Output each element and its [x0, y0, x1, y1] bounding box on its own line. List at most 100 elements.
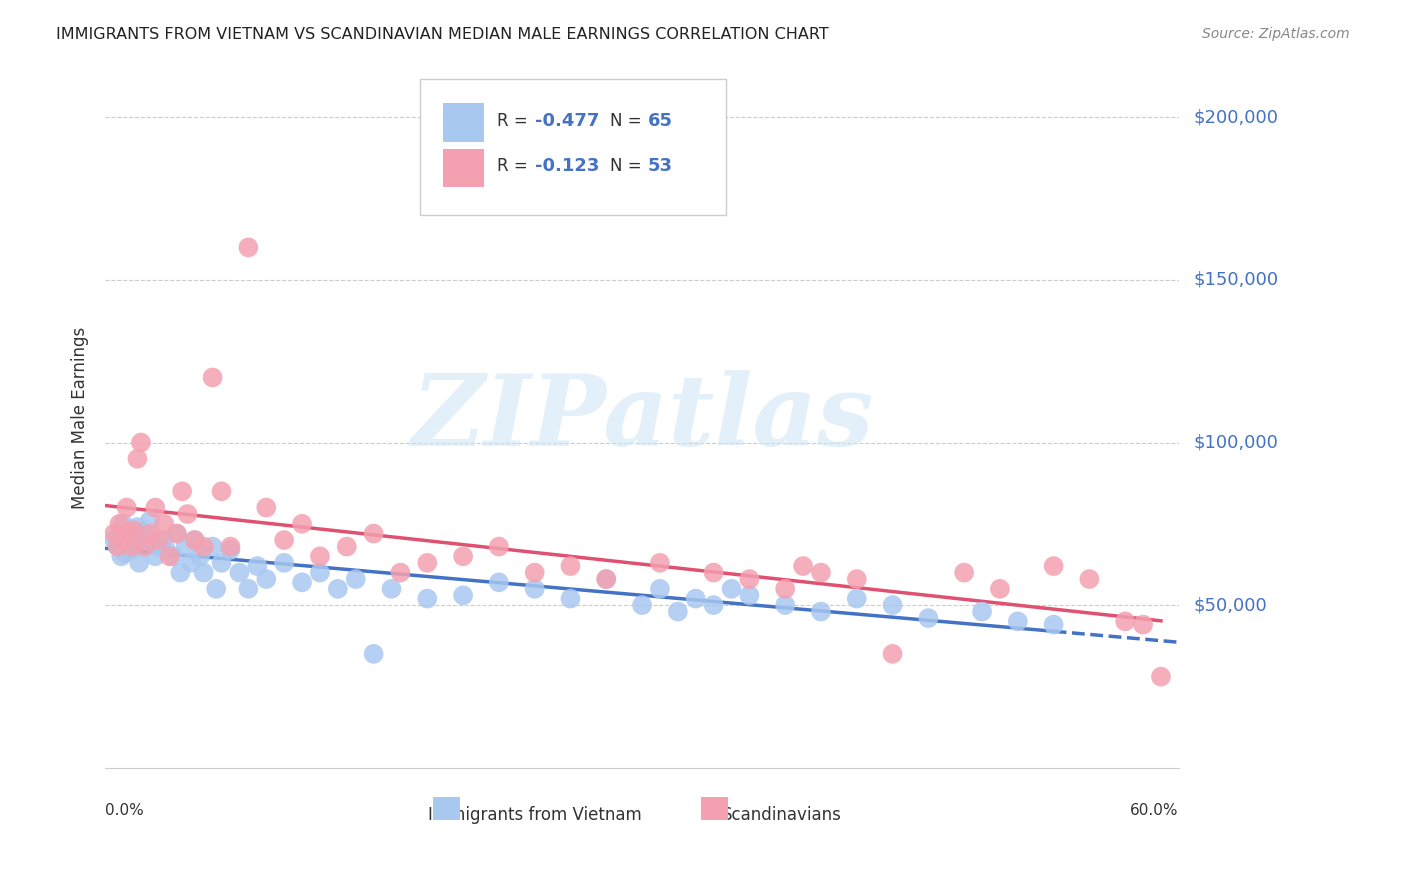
Point	[166, 526, 188, 541]
Point	[174, 540, 197, 554]
Point	[451, 549, 474, 564]
Point	[115, 536, 138, 550]
Point	[152, 533, 174, 547]
Point	[211, 484, 233, 499]
Point	[773, 582, 796, 596]
Point	[120, 542, 142, 557]
Point	[953, 566, 976, 580]
Point	[336, 540, 359, 554]
Point	[134, 526, 156, 541]
Text: 60.0%: 60.0%	[1130, 803, 1178, 818]
Point	[254, 500, 277, 515]
Point	[143, 549, 166, 564]
Text: -0.477: -0.477	[534, 112, 599, 130]
Point	[155, 542, 177, 557]
Point	[139, 526, 162, 541]
Point	[112, 516, 135, 531]
Point	[488, 540, 510, 554]
Point	[970, 605, 993, 619]
Point	[363, 647, 385, 661]
Text: 65: 65	[647, 112, 672, 130]
Point	[188, 549, 211, 564]
Point	[523, 582, 546, 596]
Point	[273, 556, 295, 570]
FancyBboxPatch shape	[420, 79, 725, 215]
Point	[112, 533, 135, 547]
Point	[176, 507, 198, 521]
Point	[219, 542, 242, 557]
Text: IMMIGRANTS FROM VIETNAM VS SCANDINAVIAN MEDIAN MALE EARNINGS CORRELATION CHART: IMMIGRANTS FROM VIETNAM VS SCANDINAVIAN …	[56, 27, 830, 42]
Point	[1114, 615, 1136, 629]
Point	[103, 533, 125, 547]
Point	[810, 566, 832, 580]
Point	[416, 556, 439, 570]
Point	[193, 566, 215, 580]
Point	[291, 575, 314, 590]
Point	[273, 533, 295, 547]
Point	[108, 516, 131, 531]
FancyBboxPatch shape	[443, 149, 484, 187]
Point	[148, 540, 170, 554]
Text: N =: N =	[610, 157, 647, 176]
Point	[143, 500, 166, 515]
Point	[183, 533, 205, 547]
Point	[127, 520, 149, 534]
Point	[238, 240, 260, 254]
Point	[882, 598, 904, 612]
Point	[172, 484, 194, 499]
Point	[142, 536, 165, 550]
Point	[115, 500, 138, 515]
Point	[129, 435, 152, 450]
Point	[560, 591, 582, 606]
Point	[122, 524, 145, 538]
Point	[389, 566, 412, 580]
Point	[326, 582, 349, 596]
Point	[703, 566, 725, 580]
Point	[121, 540, 143, 554]
Point	[845, 591, 868, 606]
Point	[488, 575, 510, 590]
Text: -0.123: -0.123	[534, 157, 599, 176]
Text: $150,000: $150,000	[1194, 271, 1278, 289]
FancyBboxPatch shape	[443, 103, 484, 142]
Text: ZIPatlas: ZIPatlas	[411, 370, 873, 467]
Point	[139, 514, 162, 528]
Point	[648, 582, 671, 596]
Point	[882, 647, 904, 661]
Point	[666, 605, 689, 619]
Point	[631, 598, 654, 612]
Text: R =: R =	[498, 157, 533, 176]
Point	[228, 566, 250, 580]
Text: $50,000: $50,000	[1194, 596, 1267, 614]
Point	[121, 524, 143, 538]
Point	[166, 526, 188, 541]
Point	[238, 582, 260, 596]
Point	[127, 451, 149, 466]
Point	[219, 540, 242, 554]
Point	[1042, 617, 1064, 632]
FancyBboxPatch shape	[702, 797, 728, 820]
Point	[1150, 670, 1173, 684]
Point	[134, 540, 156, 554]
Point	[344, 572, 367, 586]
Point	[810, 605, 832, 619]
Point	[1007, 615, 1029, 629]
Point	[162, 549, 184, 564]
Point	[773, 598, 796, 612]
Point	[648, 556, 671, 570]
Point	[201, 540, 224, 554]
Point	[103, 526, 125, 541]
Point	[845, 572, 868, 586]
Point	[738, 572, 761, 586]
Point	[720, 582, 742, 596]
Text: Scandinavians: Scandinavians	[721, 806, 842, 824]
Point	[117, 526, 139, 541]
Y-axis label: Median Male Earnings: Median Male Earnings	[72, 327, 89, 509]
Point	[792, 559, 814, 574]
Point	[1132, 617, 1154, 632]
Point	[416, 591, 439, 606]
Point	[107, 540, 129, 554]
Text: $100,000: $100,000	[1194, 434, 1278, 451]
Point	[122, 540, 145, 554]
FancyBboxPatch shape	[433, 797, 460, 820]
